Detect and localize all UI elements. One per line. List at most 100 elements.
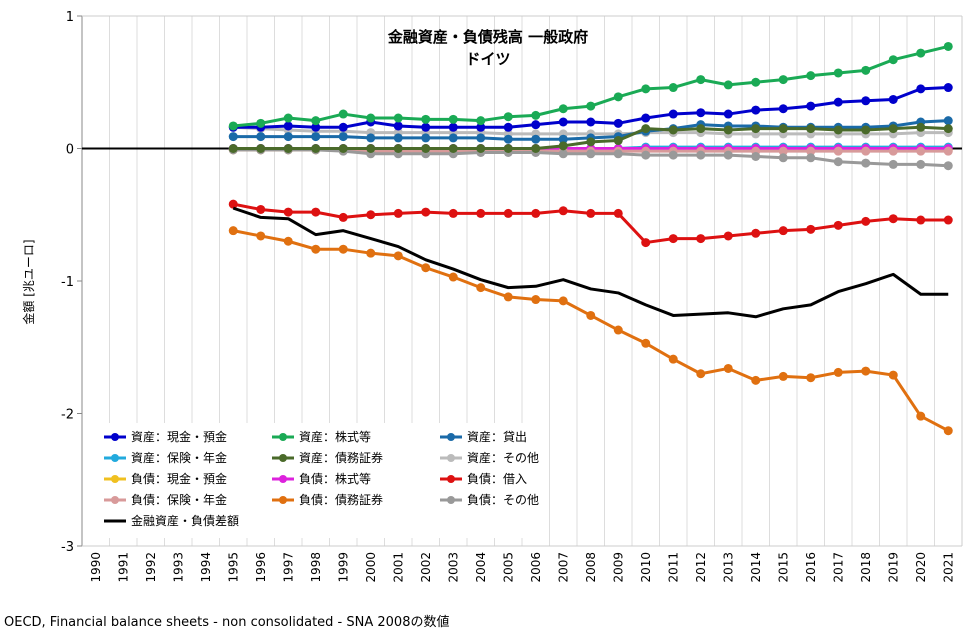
data-point (916, 411, 926, 421)
data-point (311, 122, 321, 132)
data-point (833, 146, 843, 156)
data-point (861, 65, 871, 75)
chart-title: 金融資産・負債残高 一般政府 (387, 28, 588, 46)
data-point (751, 77, 761, 87)
data-point (311, 244, 321, 254)
data-point (806, 71, 816, 81)
series-line (232, 206, 949, 319)
data-point (751, 105, 761, 115)
y-tick-label: -1 (61, 275, 74, 290)
x-tick-label: 1990 (89, 552, 103, 583)
data-point (888, 370, 898, 380)
y-axis-label: 金額 [兆ユーロ] (21, 239, 36, 324)
x-tick-label: 2002 (419, 552, 433, 583)
tick-labels: 1 0 -1 -2 -3 1990 1991 1992 1993 1994 1995 1996 1997… (61, 10, 955, 583)
legend-item: 負債：借入 (440, 471, 527, 486)
data-point (421, 207, 431, 217)
data-point (613, 325, 623, 335)
x-tick-label: 2021 (941, 552, 955, 583)
x-tick-label: 2012 (694, 552, 708, 583)
x-tick-label: 2013 (721, 552, 735, 583)
data-point (228, 226, 238, 236)
data-point (806, 124, 816, 134)
data-point (338, 122, 348, 132)
data-point (503, 122, 513, 132)
data-point (916, 122, 926, 132)
legend-box (98, 423, 548, 538)
data-point (916, 146, 926, 156)
data-point (833, 125, 843, 135)
data-point (448, 208, 458, 218)
data-point (531, 295, 541, 305)
data-point (723, 109, 733, 119)
data-point (723, 150, 733, 160)
data-point (641, 338, 651, 348)
data-point (778, 153, 788, 163)
legend-label: 資産：現金・預金 (131, 429, 227, 444)
data-point (861, 366, 871, 376)
x-tick-label: 1999 (336, 552, 350, 583)
data-point (228, 199, 238, 209)
x-tick-label: 1993 (171, 552, 185, 583)
data-point (366, 144, 376, 153)
data-point (696, 150, 706, 160)
legend-marker (279, 433, 287, 441)
data-point (421, 133, 431, 143)
data-point (861, 146, 871, 156)
legend-marker (447, 454, 455, 462)
x-tick-label: 2009 (611, 552, 625, 583)
data-point (943, 116, 953, 126)
legend-label: 金融資産・負債差額 (131, 513, 239, 528)
x-tick-label: 1994 (199, 552, 213, 583)
data-point (861, 216, 871, 226)
series-5 (228, 122, 953, 153)
legend-label: 負債：株式等 (299, 471, 371, 486)
data-point (283, 207, 293, 217)
data-point (503, 134, 513, 144)
data-point (806, 146, 816, 156)
legend-marker (111, 454, 119, 462)
series-2 (228, 41, 953, 131)
data-point (751, 228, 761, 238)
legend-label: 負債：債務証券 (299, 492, 383, 507)
legend-marker (279, 475, 287, 483)
data-point (641, 113, 651, 123)
data-point (613, 208, 623, 218)
series-layer (228, 41, 953, 436)
data-point (586, 208, 596, 218)
data-point (613, 118, 623, 128)
data-point (283, 144, 293, 153)
data-point (613, 149, 623, 159)
data-point (338, 244, 348, 254)
x-tick-label: 2015 (776, 552, 790, 583)
data-point (668, 150, 678, 160)
data-point (668, 234, 678, 244)
data-point (916, 159, 926, 169)
legend-label: 負債：借入 (467, 471, 527, 486)
data-point (778, 226, 788, 236)
x-tick-label: 2008 (584, 552, 598, 583)
series-13 (232, 206, 949, 319)
data-point (476, 122, 486, 132)
legend-marker (447, 496, 455, 504)
data-point (723, 231, 733, 241)
x-tick-label: 2020 (914, 552, 928, 583)
data-point (366, 248, 376, 258)
data-point (311, 132, 321, 142)
data-point (503, 144, 513, 153)
data-point (861, 158, 871, 168)
data-point (228, 144, 238, 153)
data-point (916, 48, 926, 58)
legend-item: 負債：保険・年金 (104, 492, 227, 507)
data-point (256, 144, 266, 153)
data-point (833, 367, 843, 377)
data-point (366, 113, 376, 123)
data-point (888, 94, 898, 104)
data-point (558, 104, 568, 114)
series-line (232, 229, 949, 433)
data-point (806, 373, 816, 383)
data-point (283, 113, 293, 123)
data-point (888, 159, 898, 169)
data-point (943, 124, 953, 134)
data-point (476, 144, 486, 153)
